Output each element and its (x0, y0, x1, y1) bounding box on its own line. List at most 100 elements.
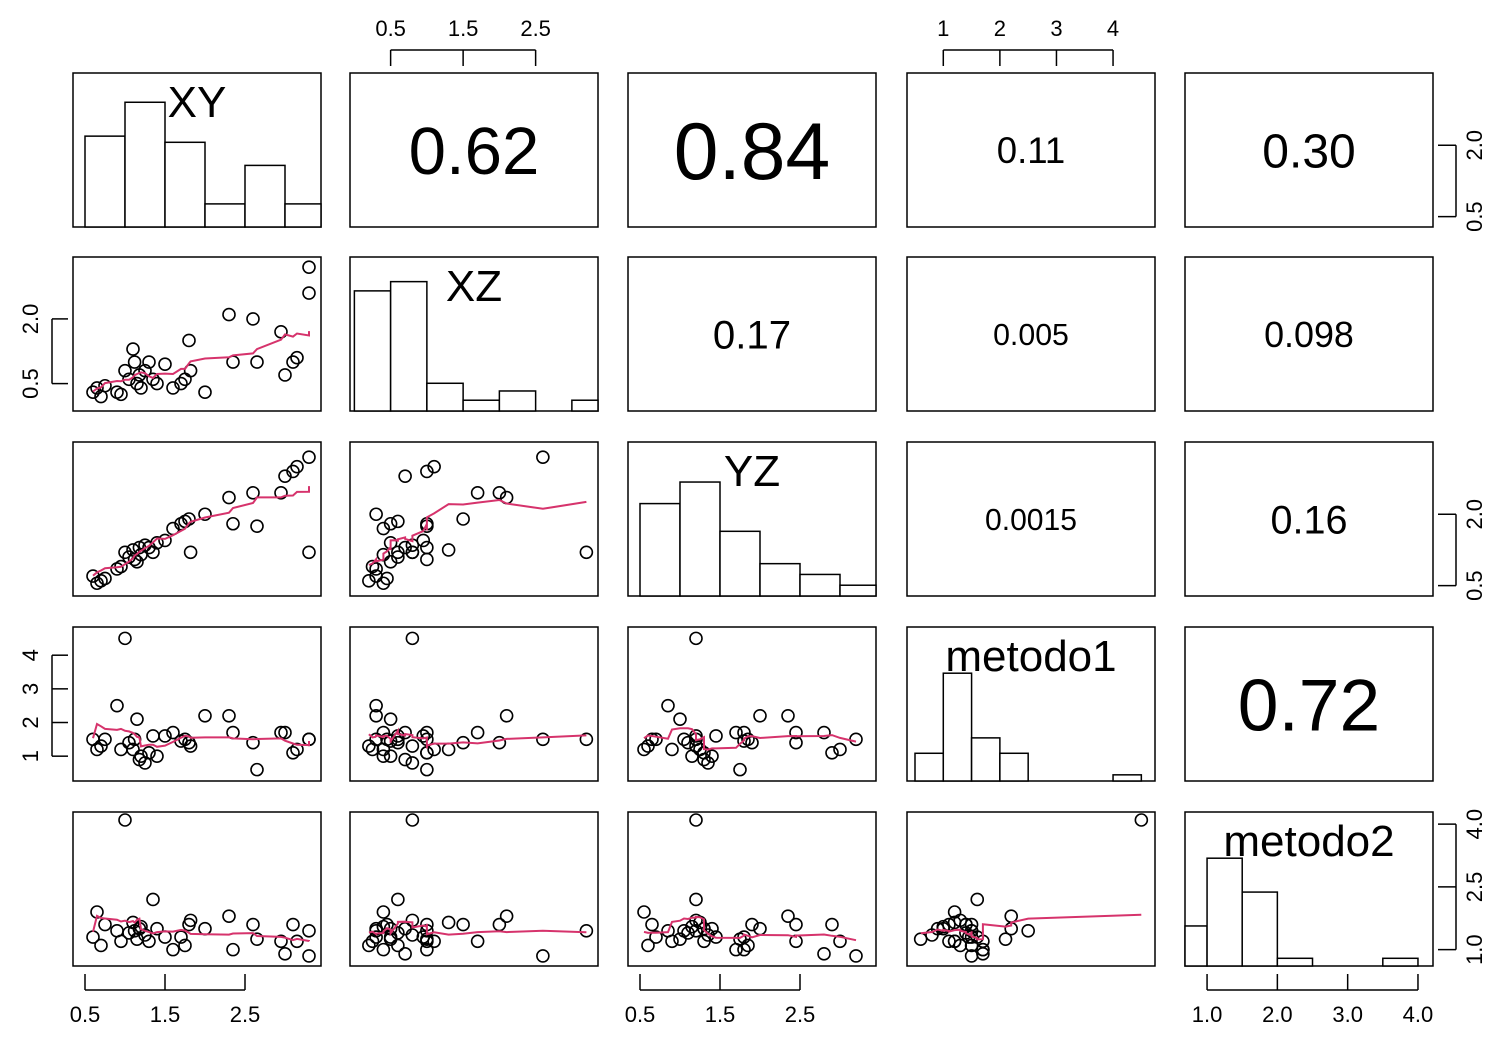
histogram-bar (244, 164, 286, 228)
scatter-point (416, 533, 431, 548)
tick-label: 4.0 (1403, 1002, 1434, 1027)
scatter-point (146, 729, 160, 743)
scatter-point (126, 543, 140, 557)
scatter-point (391, 545, 405, 560)
scatter-point (130, 712, 144, 726)
scatter-point (369, 698, 383, 713)
scatter-point (441, 543, 456, 557)
panel-frame (627, 72, 877, 228)
panel-YZ-metodo1: 0.0015 (906, 441, 1156, 597)
panel-XZ-XY (72, 256, 322, 412)
scatter-point (380, 571, 394, 586)
panel-XZ-metodo2: 0.098 (1184, 256, 1434, 412)
scatter-point (158, 533, 172, 548)
panel-frame (906, 441, 1156, 597)
scatter-point (134, 381, 148, 395)
scatter-point (637, 742, 651, 757)
scatter-point (126, 742, 140, 757)
scatter-point (427, 934, 441, 949)
histogram-bar (284, 203, 322, 228)
left-axis-XZ: 0.5 2.0 (18, 304, 68, 399)
scatter-point (290, 742, 304, 757)
scatter-point (689, 729, 703, 743)
panel-XY-XZ: 0.62 (349, 72, 599, 228)
scatter-point (134, 749, 148, 763)
scatter-point (383, 712, 398, 726)
scatter-point (286, 917, 300, 932)
scatter-point (286, 464, 300, 479)
tick-label: 2.5 (1462, 872, 1487, 903)
histogram-bar (1206, 857, 1243, 967)
correlation-value: 0.16 (1270, 498, 1347, 542)
scatter-point (286, 355, 300, 369)
scatter-point (142, 934, 156, 949)
tick-label: 3 (18, 683, 43, 695)
panel-XZ-metodo1: 0.005 (906, 256, 1156, 412)
scatter-point (536, 732, 550, 747)
histogram-bar (679, 481, 721, 597)
panel-frame (72, 811, 322, 967)
tick-label: 2.0 (18, 304, 43, 335)
scatter-point (420, 942, 434, 957)
scatter-point (1021, 924, 1035, 938)
scatter-point (98, 732, 112, 747)
scatter-point (405, 928, 420, 942)
variable-label: metodo1 (945, 632, 1116, 681)
scatter-point (420, 552, 434, 567)
panel-frame (1184, 626, 1434, 782)
scatter-point (420, 746, 434, 760)
scatter-point (250, 355, 264, 369)
scatter-point (222, 307, 236, 322)
tick-label: 2 (18, 716, 43, 728)
panel-XY-YZ: 0.84 (627, 72, 877, 228)
scatter-point (536, 949, 550, 963)
scatter-point (499, 909, 514, 923)
panel-YZ-metodo2: 0.16 (1184, 441, 1434, 597)
tick-label: 1.5 (448, 16, 479, 41)
histogram-bar (571, 399, 599, 412)
scatter-point (98, 378, 112, 393)
smooth-line (368, 920, 587, 937)
right-axis-metodo2: 1.0 2.5 4.0 (1438, 809, 1487, 965)
scatter-point (689, 813, 703, 827)
panel-frame (72, 256, 322, 412)
scatter-point (376, 521, 391, 536)
scatter-point (246, 486, 260, 500)
scatter-point (391, 735, 405, 750)
scatter-point (178, 938, 192, 953)
scatter-point (142, 355, 156, 369)
smooth-line (920, 913, 1142, 941)
scatter-point (290, 350, 304, 365)
histogram-bar (719, 530, 761, 597)
scatter-point (142, 746, 156, 760)
histogram-bar (426, 382, 464, 412)
scatter-point (391, 892, 405, 907)
scatter-point (369, 507, 383, 522)
scatter-point (405, 756, 420, 770)
panel-frame (1184, 72, 1434, 228)
histogram-bar (999, 752, 1029, 782)
scatter-point (150, 376, 164, 391)
scatter-point (278, 947, 292, 961)
scatter-point (970, 892, 985, 907)
scatter-point (641, 938, 655, 953)
scatter-point (733, 932, 747, 946)
scatter-point (689, 913, 703, 928)
variable-label: XY (168, 78, 227, 127)
panel-XY-XY: XY (72, 72, 322, 228)
scatter-point (90, 742, 104, 757)
scatter-point (536, 450, 550, 464)
scatter-point (183, 913, 198, 928)
histogram-bar (942, 672, 973, 782)
tick-label: 0.5 (18, 368, 43, 399)
panel-metodo1-XZ (349, 626, 599, 782)
scatter-point (158, 930, 172, 944)
scatter-point (964, 949, 979, 963)
scatter-point (250, 519, 264, 533)
scatter-point (665, 742, 679, 757)
tick-label: 0.5 (1462, 201, 1487, 232)
scatter-point (376, 749, 391, 763)
tick-label: 0.5 (1462, 570, 1487, 601)
scatter-point (166, 381, 180, 395)
scatter-point (174, 376, 188, 391)
